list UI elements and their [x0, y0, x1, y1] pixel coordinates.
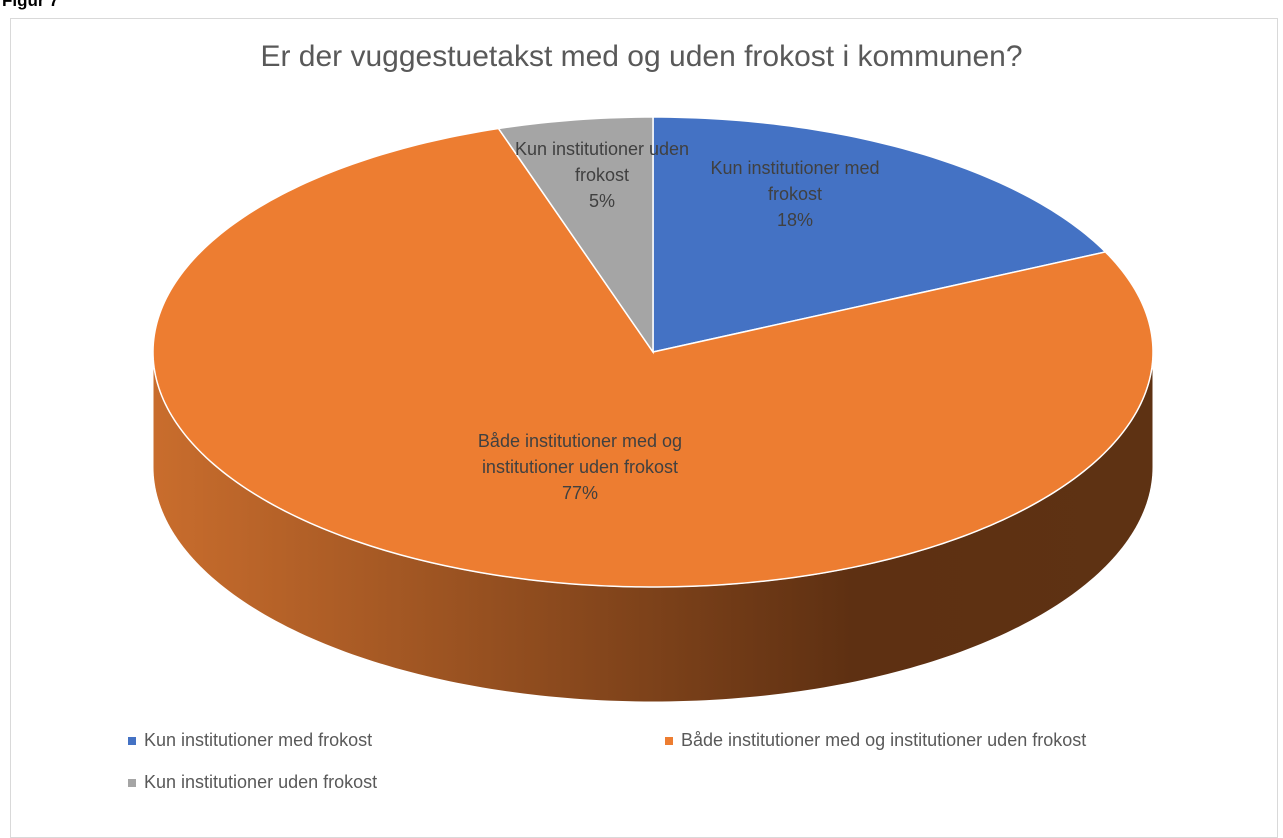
legend-item: Kun institutioner med frokost	[128, 730, 372, 751]
legend-item: Både institutioner med og institutioner …	[665, 730, 1086, 751]
data-label-name: Kun institutioner uden frokost	[514, 139, 690, 185]
legend-label: Kun institutioner uden frokost	[144, 772, 378, 792]
data-label-value: 77%	[561, 483, 599, 503]
data-label: Kun institutioner med frokost 18%	[710, 155, 880, 233]
data-label: Kun institutioner uden frokost 5%	[512, 136, 692, 214]
data-label-value: 5%	[588, 191, 615, 211]
data-label-name: Kun institutioner med frokost	[710, 158, 880, 204]
legend-swatch	[665, 736, 673, 745]
legend-item: Kun institutioner uden frokost	[128, 772, 377, 793]
chart-title: Er der vuggestuetakst med og uden frokos…	[260, 40, 1023, 73]
pie-slice	[497, 116, 654, 355]
legend-swatch	[128, 778, 136, 787]
pie-slice	[152, 127, 1154, 588]
legend-label: Kun institutioner med frokost	[144, 730, 373, 750]
pie-slice	[652, 116, 1107, 353]
legend-label: Både institutioner med og institutioner …	[681, 730, 1087, 750]
data-label-value: 18%	[776, 210, 814, 230]
figure-label: Figur 7	[2, 0, 59, 10]
data-label-name: Både institutioner med og institutioner …	[477, 431, 683, 477]
data-label: Både institutioner med og institutioner …	[455, 428, 705, 506]
legend-swatch	[128, 736, 136, 745]
